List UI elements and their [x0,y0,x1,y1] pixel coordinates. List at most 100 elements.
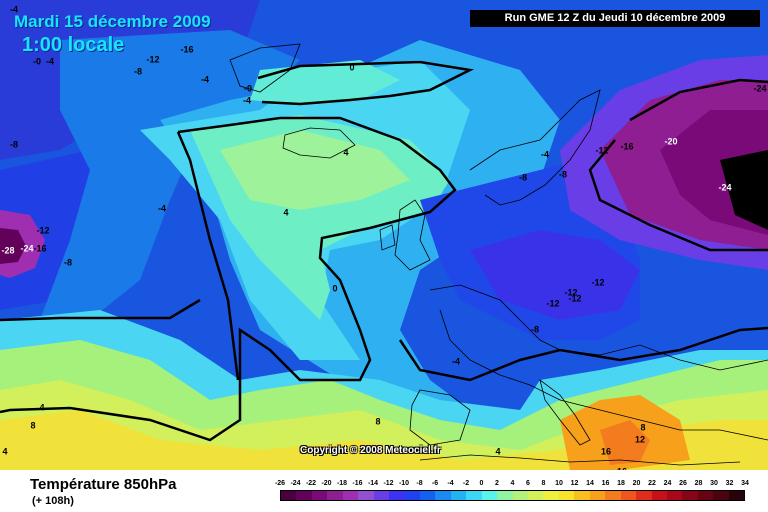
contour-label: -12 [36,225,49,235]
contour-label: -24 [753,83,766,93]
color-scale-label: 2 [495,480,499,487]
contour-label: 0 [349,62,354,72]
minus20-contour-east [588,78,768,252]
color-scale-cell [296,491,312,500]
coastline-italy [539,379,591,446]
color-scale-cell [620,491,637,500]
temperature-field: -4-0 -4 -12-16-8-4-0-40-844-4-12-28 -24 -16-… [0,0,768,470]
model-run-label: Run GME 12 Z du Jeudi 10 décembre 2009 [470,10,760,27]
contour-label: 16 [601,446,611,456]
color-scale-cell [512,491,528,500]
color-scale-cell [311,491,328,500]
green-core [220,130,410,210]
variable-title: Température 850hPa [30,476,177,493]
coastline-iberia [409,389,471,446]
coastline-scandinavia [469,89,601,206]
contour-label: 8 [640,422,645,432]
contour-label: -12 [568,293,581,303]
contour-label: -24 [20,243,33,253]
copyright-notice: Copyright © 2008 Meteociel.fr [300,445,441,456]
contour-label: 8 [375,416,380,426]
contour-label: 8 [30,420,35,430]
color-scale-label: 30 [710,480,718,487]
green-tongue-north [250,60,400,105]
color-scale-cell [419,491,436,500]
coastline-greenland [229,43,301,93]
zero-isotherm-north [257,60,475,106]
color-scale-cell [636,491,652,500]
color-scale-cell [450,491,467,500]
contour-label: -8 [559,169,567,179]
color-scale-cell [435,491,451,500]
color-scale-cell [389,491,405,500]
color-scale-cell [528,491,544,500]
coastline-north-africa [419,454,741,466]
contour-label: -16 [620,141,633,151]
color-scale-label: -12 [383,480,394,487]
color-scale-label: 12 [570,480,579,487]
color-scale-label: -10 [398,480,410,487]
contour-label: -24 [718,182,731,192]
color-scale-label: -4 [447,480,454,487]
color-scale-cell [589,491,606,500]
color-scale-label: 22 [648,480,656,487]
contour-label: -12 [146,54,159,64]
color-scale-cell [543,491,559,500]
color-scale-label: 24 [663,480,672,487]
contour-label: -12 [546,298,559,308]
contour-label: -4 [452,356,460,366]
contour-label: -8 [134,66,142,76]
forecast-date: Mardi 15 décembre 2009 [14,12,211,31]
color-scale-label: -22 [305,480,317,487]
color-scale-label: -8 [416,480,423,487]
europe-dark-blue [470,230,640,320]
color-scale-cell [497,491,513,500]
color-scale-label: 34 [741,480,749,487]
color-scale-label: 6 [526,480,530,487]
cold-pool-west-inner [0,228,26,264]
contour-label: -12 [591,277,604,287]
coastline-british-isles [379,199,431,271]
coastline-iceland [282,127,356,159]
color-scale-bar [280,490,745,501]
contour-label: -8 [64,257,72,267]
color-scale-cell [358,491,374,500]
contour-label: 4 [343,147,348,157]
color-scale-cell [728,491,745,500]
contour-label: -4 [243,95,251,105]
color-scale-label: 10 [555,480,563,487]
color-scale-labels: -26 -24 -22 -20 -18 -16 -14 -12 -10 -8 -6 -4 -2 0 2 4 6 8… [275,480,749,490]
contour-label: 4 [39,402,44,412]
contour-label: 12 [635,434,645,444]
color-scale-cell [342,491,359,500]
contour-label: -8 [10,139,18,149]
contour-label: 4 [2,446,7,456]
contour-labels: -4-0 -4 -12-16-8-4-0-40-844-4-12-28 -24 -16-… [1,4,766,470]
color-scale-label: 0 [479,480,484,487]
color-scale-cell [666,491,683,500]
color-scale-cell [466,491,482,500]
color-scale-label: 16 [601,480,610,487]
weather-map: -4 -0 -4 -12 -16 -8 -4 -0 -4 0 -8 4 4 -4 -12 -28 -24 -16-… [0,0,768,470]
color-scale-label: -2 [462,480,470,487]
contour-label: 16 [617,466,627,470]
color-scale-cell [713,491,729,500]
color-scale-label: -20 [321,480,332,487]
coastline-europe [429,284,768,441]
color-scale-cell [682,491,698,500]
color-scale-label: 20 [632,480,641,487]
contour-label: -20 [664,136,677,146]
color-scale-cell [605,491,621,500]
contour-label: -16 [180,44,193,54]
contour-label: 0 [332,283,337,293]
color-scale-label: -14 [367,480,379,487]
zero-isotherm-main [0,116,457,442]
color-scale-cell [651,491,667,500]
color-scale-cell [373,491,390,500]
contour-label: -8 [519,172,527,182]
contour-label: -4 [158,203,166,213]
lead-time: (+ 108h) [32,495,74,507]
color-scale-label: -16 [352,480,363,487]
zero-isotherm-south [0,298,201,322]
